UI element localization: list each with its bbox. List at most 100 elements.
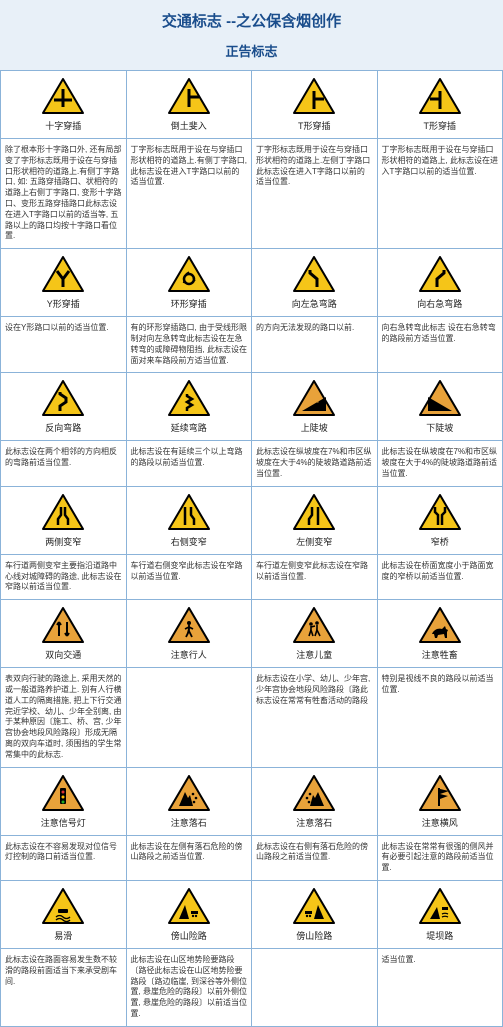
sign-label: 易滑	[4, 929, 123, 942]
sign-icon	[4, 379, 123, 417]
sign-label: 注意落石	[130, 816, 249, 829]
sub-title: 正告标志	[0, 41, 503, 60]
sign-cell: 傍山险路	[126, 880, 252, 948]
sign-label: 向左急弯路	[255, 297, 374, 310]
svg-text:7%: 7%	[310, 399, 319, 405]
sign-icon	[255, 493, 374, 531]
sign-cell: Y形穿插	[1, 249, 127, 317]
sign-desc-cell: 此标志设在不容易发现对位信号灯控制的路口前适当位置.	[1, 835, 127, 880]
sign-label: 傍山险路	[255, 929, 374, 942]
main-title: 交通标志 --之公保含烟创作	[0, 10, 503, 31]
sign-desc: 特别是视线不良的路段以前适当位置.	[381, 672, 500, 698]
sign-desc-cell: 此标志设在路面容易发生数不较滑的路段前面适当下来承受剧车间.	[1, 948, 127, 1026]
sign-desc: 向右急转弯此标志 设在右急转弯的路段前方适当位置.	[381, 321, 500, 347]
sign-icon	[130, 887, 249, 925]
sign-desc: 有的环形穿插路口, 由于受线形限制对向左急转弯此标志设在左急转弯的或障碍物阻挡,…	[130, 321, 249, 368]
sign-cell: 注意行人	[126, 600, 252, 668]
sign-cell: 十字穿插	[1, 71, 127, 139]
sign-desc-cell: 的方向无法发现的路口以前.	[252, 317, 378, 373]
sign-desc: 此标志设在右侧有落石危险的傍山路段之前适当位置.	[255, 840, 374, 866]
sign-label: 注意横风	[381, 816, 500, 829]
sign-cell: 注意儿童	[252, 600, 378, 668]
sign-label: 右侧变窄	[130, 535, 249, 548]
sign-cell: 注意信号灯	[1, 767, 127, 835]
sign-desc: 此标志设在纵坡度在7%和市区纵坡度在大于4%的陡坡路道路前适当位置.	[255, 445, 374, 481]
sign-desc: 此标志设在纵坡度在7%和市区纵坡度在大于4%的陡坡路道路前适当位置.	[381, 445, 500, 481]
sign-desc-cell: 此标志设在两个相邻的方向相反的弯路前适当位置.	[1, 441, 127, 486]
sign-cell: 傍山险路	[252, 880, 378, 948]
sign-icon	[130, 77, 249, 115]
sign-label: 下陡坡	[381, 421, 500, 434]
sign-icon	[255, 606, 374, 644]
sign-label: 双向交通	[4, 648, 123, 661]
sign-desc	[255, 953, 374, 957]
sign-icon	[130, 379, 249, 417]
sign-desc-cell: 丁字形标志既用于设在与穿插口形状相符的道路上, 此标志设在进入T字路口以前的适当…	[377, 139, 503, 249]
sign-icon	[381, 77, 500, 115]
sign-cell: 反向弯路	[1, 373, 127, 441]
sign-desc-cell: 向右急转弯此标志 设在右急转弯的路段前方适当位置.	[377, 317, 503, 373]
sign-label: 堤坝路	[381, 929, 500, 942]
sign-desc: 此标志设在山区地势险要路段〔路径此标志设在山区地势险要路段〔路边临崖, 到深谷等…	[130, 953, 249, 1022]
sign-desc-cell: 适当位置.	[377, 948, 503, 1026]
svg-text:7%: 7%	[438, 399, 447, 405]
sign-desc: 设在Y形路口以前的适当位置.	[4, 321, 123, 336]
sign-icon	[381, 606, 500, 644]
sign-desc-cell: 此标志设在桥面宽度小于路面宽度的窄桥以前适当位置.	[377, 554, 503, 599]
sign-desc-cell: 此标志设在有延续三个以上弯路的路段以前适当位置.	[126, 441, 252, 486]
sign-label: 注意落石	[255, 816, 374, 829]
sign-cell: 左侧变窄	[252, 486, 378, 554]
sign-icon	[381, 493, 500, 531]
sign-icon	[4, 493, 123, 531]
sign-desc: 此标志设在不容易发现对位信号灯控制的路口前适当位置.	[4, 840, 123, 866]
sign-icon	[255, 774, 374, 812]
sign-label: 反向弯路	[4, 421, 123, 434]
sign-cell: 右侧变窄	[126, 486, 252, 554]
sign-desc: 此标志设在桥面宽度小于路面宽度的窄桥以前适当位置.	[381, 559, 500, 585]
sign-icon	[381, 255, 500, 293]
sign-cell: 易滑	[1, 880, 127, 948]
sign-desc-cell	[252, 948, 378, 1026]
sign-desc: 车行道右侧变窄此标志设在窄路以前适当位置.	[130, 559, 249, 585]
signs-table: 十字穿插 倒土斐入 T形穿插 T形穿插除了根本形十字路口外, 还有局部变了字形标…	[0, 70, 503, 1027]
sign-label: Y形穿插	[4, 297, 123, 310]
sign-cell: 双向交通	[1, 600, 127, 668]
sign-desc-cell: 车行道两侧变窄主要指沿道路中心线对城障碍的路途, 此标志设在窄路以前适当位置.	[1, 554, 127, 599]
sign-cell: 注意牲畜	[377, 600, 503, 668]
sign-desc-cell: 此标志设在右侧有落石危险的傍山路段之前适当位置.	[252, 835, 378, 880]
sign-desc: 适当位置.	[381, 953, 500, 968]
sign-desc: 车行道两侧变窄主要指沿道路中心线对城障碍的路途, 此标志设在窄路以前适当位置.	[4, 559, 123, 595]
sign-desc-cell: 除了根本形十字路口外, 还有局部变了字形标志既用于设在与穿插口形状相符的道路上.…	[1, 139, 127, 249]
sign-cell: 向右急弯路	[377, 249, 503, 317]
sign-label: 倒土斐入	[130, 119, 249, 132]
sign-desc: 此标志设在小学、幼儿、少年宫, 少年宫协会地段风险路段〔路此标志设在常常有牲畜活…	[255, 672, 374, 708]
sign-cell: T形穿插	[377, 71, 503, 139]
sign-desc-cell: 车行道右侧变窄此标志设在窄路以前适当位置.	[126, 554, 252, 599]
sign-icon: 7%	[381, 379, 500, 417]
sign-desc: 此标志设在路面容易发生数不较滑的路段前面适当下来承受剧车间.	[4, 953, 123, 989]
sign-icon	[4, 774, 123, 812]
sign-desc	[130, 672, 249, 676]
sign-label: 窄桥	[381, 535, 500, 548]
sign-desc-cell	[126, 668, 252, 767]
sign-desc: 丁字形标志既用于设在与穿插口形状相符的道路上.左侧丁字路口此标志设在进入T字路口…	[255, 143, 374, 190]
sign-desc: 表双向行驶的路途上, 采用天然的或一般道路养护道上. 别有人行横道人工的隔离措施…	[4, 672, 123, 762]
sign-cell: 倒土斐入	[126, 71, 252, 139]
sign-desc: 车行道左侧变窄此标志设在窄路以前适当位置.	[255, 559, 374, 585]
sign-cell: 注意落石	[252, 767, 378, 835]
sign-icon	[255, 255, 374, 293]
sign-label: 注意儿童	[255, 648, 374, 661]
sign-label: 注意信号灯	[4, 816, 123, 829]
sign-cell: 注意横风	[377, 767, 503, 835]
sign-cell: 窄桥	[377, 486, 503, 554]
sign-icon: 7%	[255, 379, 374, 417]
sign-desc: 丁字形标志既用于设在与穿插口形状相符的道路上.有侧丁字路口, 此标志设在进入T字…	[130, 143, 249, 190]
sign-icon	[4, 255, 123, 293]
sign-label: 左侧变窄	[255, 535, 374, 548]
sign-icon	[4, 77, 123, 115]
sign-icon	[381, 887, 500, 925]
sign-label: 上陡坡	[255, 421, 374, 434]
sign-desc-cell: 车行道左侧变窄此标志设在窄路以前适当位置.	[252, 554, 378, 599]
sign-icon	[4, 606, 123, 644]
sign-cell: 堤坝路	[377, 880, 503, 948]
